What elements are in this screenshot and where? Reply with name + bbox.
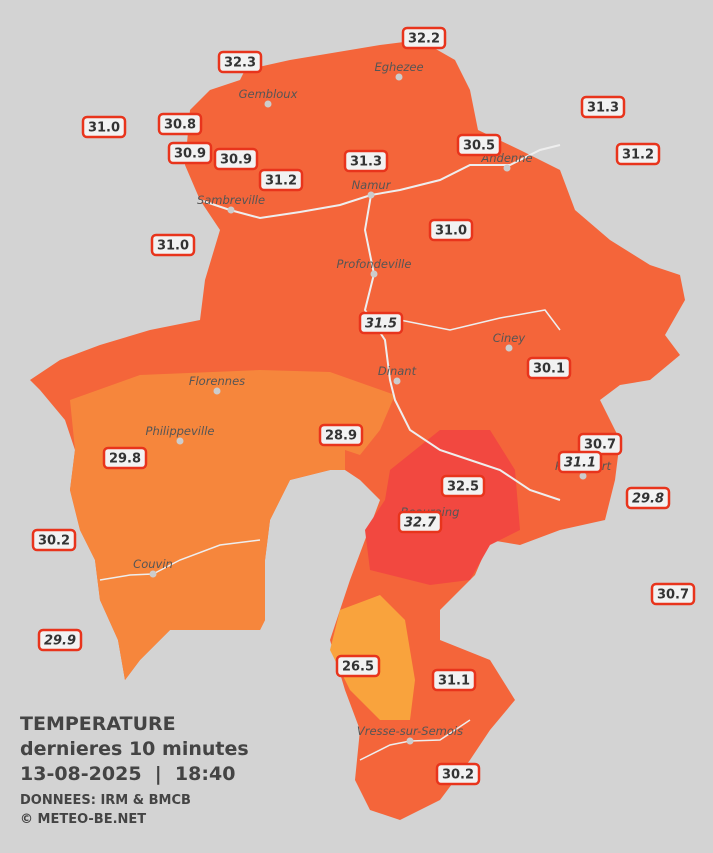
station-value: 31.2 xyxy=(622,148,654,163)
station-box xyxy=(335,654,381,678)
station-box xyxy=(428,218,474,242)
station-value: 31.1 xyxy=(438,674,470,689)
river xyxy=(99,539,261,581)
station-value: 32.5 xyxy=(447,480,479,495)
station-box xyxy=(397,510,443,534)
river xyxy=(399,309,561,331)
legend-source: DONNEES: IRM & BMCB xyxy=(20,793,191,808)
city-dot xyxy=(393,377,401,385)
city-name: Philippeville xyxy=(146,424,215,438)
station-box xyxy=(157,112,203,136)
city-dot xyxy=(227,206,235,214)
city-name: Gembloux xyxy=(239,87,298,101)
city-name: Couvin xyxy=(133,557,173,571)
station-value: 30.9 xyxy=(220,153,252,168)
station-value: 28.9 xyxy=(325,429,357,444)
station-value: 31.0 xyxy=(157,239,189,254)
legend-subtitle: dernieres 10 minutes xyxy=(20,738,249,760)
hot-zone xyxy=(365,430,520,585)
station-box xyxy=(440,474,486,498)
station-box xyxy=(37,628,83,652)
station-box xyxy=(580,95,626,119)
station-box xyxy=(650,582,696,606)
station-value: 30.1 xyxy=(533,362,565,377)
legend: TEMPERATURE dernieres 10 minutes 13-08-2… xyxy=(20,713,249,827)
station-value: 26.5 xyxy=(342,660,374,675)
city-dot xyxy=(264,100,272,108)
station-box xyxy=(435,762,481,786)
station-value: 31.5 xyxy=(365,317,397,332)
warm-zone xyxy=(70,370,395,680)
station-box xyxy=(167,141,213,165)
station-box xyxy=(557,450,603,474)
station-value: 30.7 xyxy=(584,438,616,453)
station-box xyxy=(217,50,263,74)
city-name: Namur xyxy=(352,178,392,192)
city-dot xyxy=(406,737,414,745)
station-value: 29.8 xyxy=(632,492,664,507)
station-box xyxy=(625,486,671,510)
legend-datetime: 13-08-2025 | 18:40 xyxy=(20,763,235,785)
station-value: 30.8 xyxy=(164,118,196,133)
station-value: 32.7 xyxy=(404,516,437,531)
river xyxy=(199,144,561,220)
station-value: 30.7 xyxy=(657,588,689,603)
station-value: 31.3 xyxy=(350,155,382,170)
city-dot xyxy=(213,387,221,395)
station-value: 30.9 xyxy=(174,147,206,162)
station-box xyxy=(526,356,572,380)
station-box xyxy=(102,446,148,470)
legend-copyright: © METEO-BE.NET xyxy=(20,812,146,827)
city-name: Vresse-sur-Semois xyxy=(357,724,463,738)
city-dot xyxy=(505,344,513,352)
station-box xyxy=(615,142,661,166)
city-name: Ciney xyxy=(493,331,526,345)
station-value: 31.0 xyxy=(88,121,120,136)
city-name: Sambreville xyxy=(197,193,265,207)
city-dot xyxy=(367,191,375,199)
station-box xyxy=(343,149,389,173)
station-value: 31.2 xyxy=(265,174,297,189)
station-box xyxy=(456,133,502,157)
station-value: 30.2 xyxy=(38,534,70,549)
city-name: Eghezee xyxy=(374,60,423,74)
city-dot xyxy=(503,164,511,172)
station-value: 31.0 xyxy=(435,224,467,239)
city-dot xyxy=(149,570,157,578)
station-box xyxy=(358,311,404,335)
city-dot xyxy=(176,437,184,445)
station-box xyxy=(431,668,477,692)
legend-title: TEMPERATURE xyxy=(20,713,176,735)
station-box xyxy=(81,115,127,139)
city-dot xyxy=(579,472,587,480)
city-name: Dinant xyxy=(378,364,417,378)
station-box xyxy=(31,528,77,552)
station-box xyxy=(150,233,196,257)
station-value: 31.3 xyxy=(587,101,619,116)
station-value: 30.2 xyxy=(442,768,474,783)
station-value: 29.8 xyxy=(109,452,141,467)
station-box xyxy=(318,423,364,447)
station-value: 31.1 xyxy=(564,456,596,471)
station-box xyxy=(258,168,304,192)
city-name: Florennes xyxy=(189,374,245,388)
station-value: 32.2 xyxy=(408,32,440,47)
station-box xyxy=(213,147,259,171)
city-dot xyxy=(370,270,378,278)
station-value: 32.3 xyxy=(224,56,256,71)
city-name: Profondeville xyxy=(337,257,412,271)
station-value: 30.5 xyxy=(463,139,495,154)
city-dot xyxy=(395,73,403,81)
station-box xyxy=(401,26,447,50)
station-value: 29.9 xyxy=(44,634,76,649)
